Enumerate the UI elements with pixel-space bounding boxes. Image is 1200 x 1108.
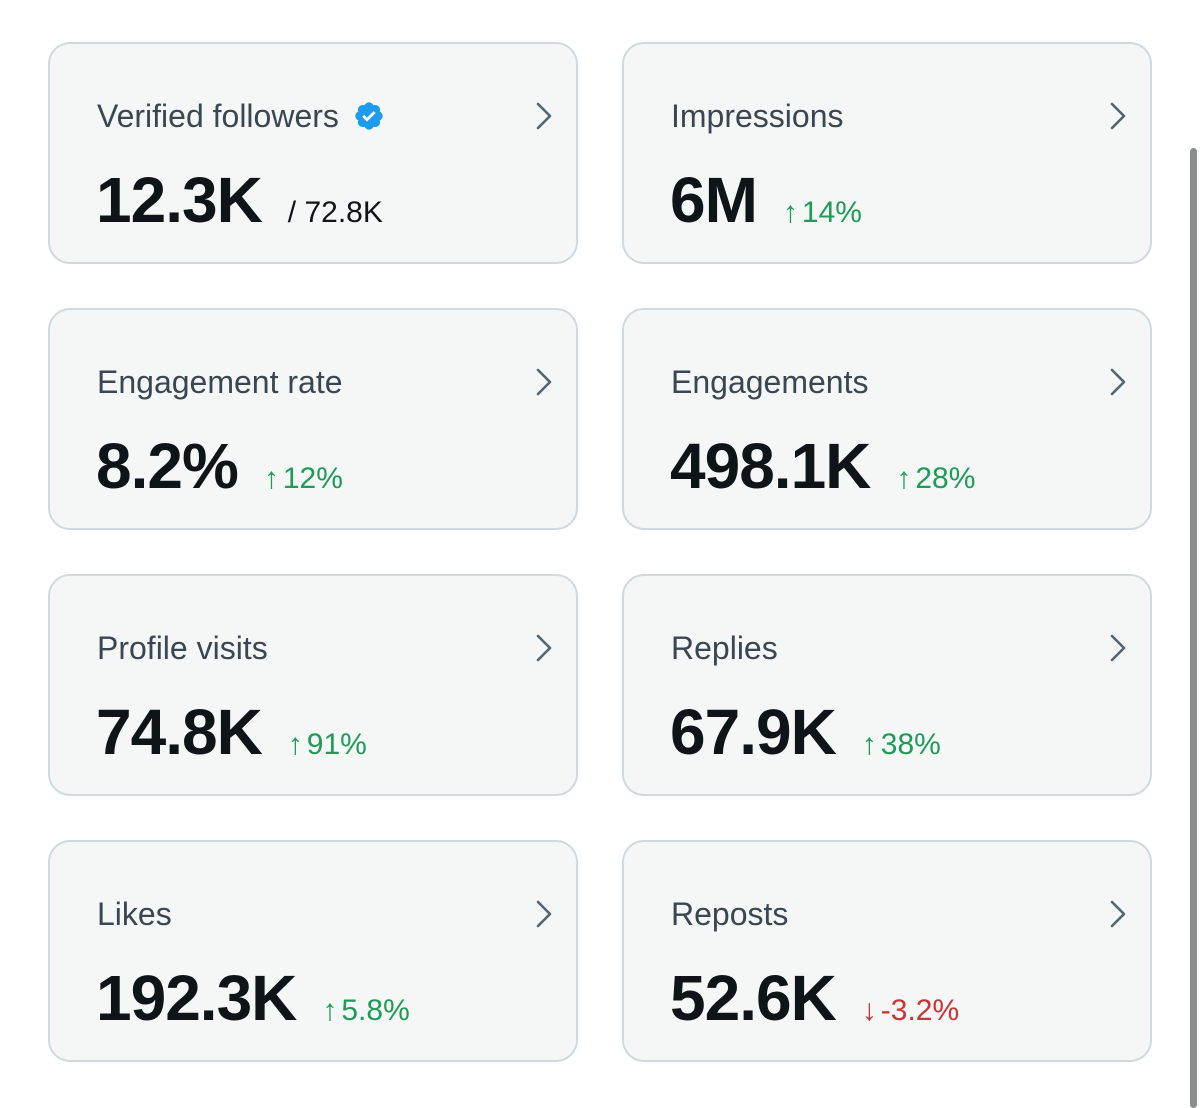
value-row: 192.3K ↑ 5.8% [96,960,410,1036]
delta-badge: ↑ 91% [288,728,367,762]
metric-card-verified-followers[interactable]: Verified followers 12.3K / 72.8K [48,42,578,264]
delta-badge: ↑ 14% [783,196,862,230]
arrow-up-icon: ↑ [861,728,877,761]
metric-value: 67.9K [670,696,837,768]
card-title: Engagements [671,364,869,400]
card-title: Verified followers [97,96,385,136]
delta-text: 91% [306,728,367,761]
delta-badge: ↑ 28% [896,462,975,496]
metric-value: 192.3K [96,962,297,1034]
metric-card-engagement-rate[interactable]: Engagement rate 8.2% ↑ 12% [48,308,578,530]
delta-text: 14% [801,196,862,229]
value-row: 67.9K ↑ 38% [670,694,941,770]
delta-badge: ↑ 12% [264,462,343,496]
value-row: 6M ↑ 14% [670,162,862,238]
metric-card-reposts[interactable]: Reposts 52.6K ↓ -3.2% [622,840,1152,1062]
card-title: Replies [671,630,778,666]
metric-value: 8.2% [96,430,239,502]
arrow-up-icon: ↑ [782,196,798,229]
metric-card-profile-visits[interactable]: Profile visits 74.8K ↑ 91% [48,574,578,796]
card-title: Reposts [671,896,789,932]
value-row: 8.2% ↑ 12% [96,428,343,504]
value-row: 52.6K ↓ -3.2% [670,960,959,1036]
metric-total: / 72.8K [287,196,383,229]
chevron-right-icon [1110,900,1126,928]
card-title: Engagement rate [97,364,343,400]
chevron-right-icon [1110,634,1126,662]
delta-text: 38% [880,728,941,761]
value-row: 498.1K ↑ 28% [670,428,975,504]
arrow-up-icon: ↑ [896,462,912,495]
metric-value: 12.3K [96,164,263,236]
delta-text: 5.8% [341,994,410,1027]
delta-badge: ↑ 38% [862,728,941,762]
card-title: Impressions [671,98,844,134]
chevron-right-icon [536,102,552,130]
value-row: 74.8K ↑ 91% [96,694,367,770]
chevron-right-icon [536,900,552,928]
arrow-down-icon: ↓ [861,994,877,1027]
chevron-right-icon [1110,102,1126,130]
metric-value: 498.1K [670,430,871,502]
metric-card-engagements[interactable]: Engagements 498.1K ↑ 28% [622,308,1152,530]
metric-value: 52.6K [670,962,837,1034]
arrow-up-icon: ↑ [263,462,279,495]
metrics-grid: Verified followers 12.3K / 72.8K Impress… [48,42,1152,1062]
delta-badge: ↓ -3.2% [862,994,959,1028]
delta-text: 28% [915,462,976,495]
metric-value: 6M [670,164,758,236]
metric-card-likes[interactable]: Likes 192.3K ↑ 5.8% [48,840,578,1062]
metric-card-replies[interactable]: Replies 67.9K ↑ 38% [622,574,1152,796]
delta-badge: ↑ 5.8% [322,994,409,1028]
delta-text: 12% [282,462,343,495]
card-title: Profile visits [97,630,268,666]
chevron-right-icon [536,368,552,396]
chevron-right-icon [1110,368,1126,396]
card-title: Likes [97,896,172,932]
verified-badge-icon [355,102,383,130]
metric-card-impressions[interactable]: Impressions 6M ↑ 14% [622,42,1152,264]
value-row: 12.3K / 72.8K [96,162,383,238]
card-title-label: Verified followers [97,98,339,134]
arrow-up-icon: ↑ [322,994,338,1027]
metric-value: 74.8K [96,696,263,768]
delta-text: -3.2% [880,994,960,1027]
arrow-up-icon: ↑ [287,728,303,761]
scrollbar[interactable] [1190,148,1197,1108]
chevron-right-icon [536,634,552,662]
